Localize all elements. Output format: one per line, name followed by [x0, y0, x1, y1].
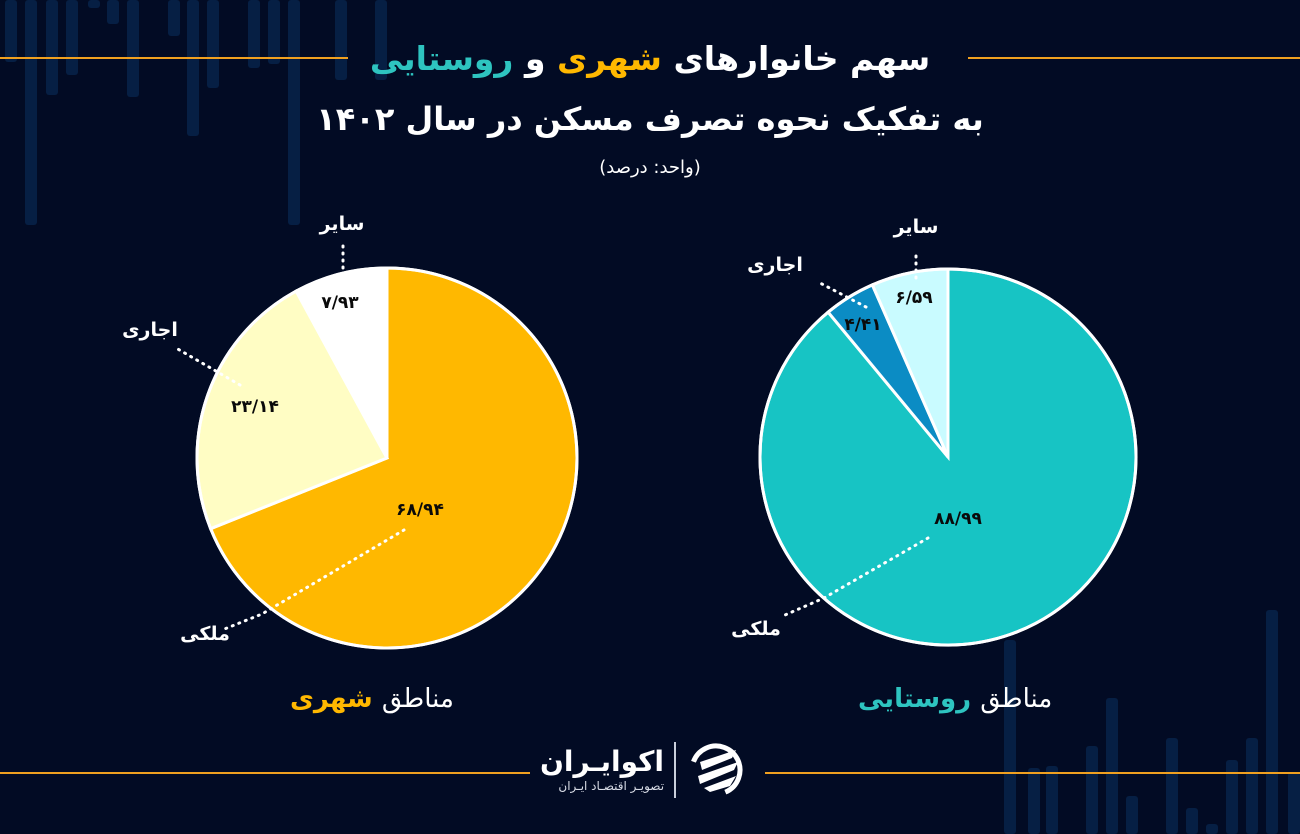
region-prefix-urban: مناطق: [381, 684, 454, 714]
logo-name: اکوایـران: [540, 745, 665, 778]
slice-value-label: ۶/۵۹: [895, 288, 933, 308]
logo-text: اکوایـران تصویـر اقتصـاد ایـران: [540, 746, 664, 794]
callout-leader-line: [818, 281, 868, 309]
region-title-rural: مناطق روستایی: [858, 684, 1052, 714]
title-rule-right: [968, 57, 1300, 59]
slice-value-label: ۷/۹۳: [321, 293, 359, 313]
category-callout-label: ملکی: [731, 618, 781, 640]
title-part1: سهم خانوارهای: [673, 38, 931, 78]
region-name-urban: شهری: [290, 684, 373, 714]
title-rule-left: [0, 57, 348, 59]
category-callout-label: اجاری: [122, 319, 178, 341]
region-title-urban: مناطق شهری: [290, 684, 454, 714]
slice-value-label: ۴/۴۱: [844, 315, 881, 335]
region-name-rural: روستایی: [858, 684, 972, 714]
category-callout-label: ملکی: [180, 623, 230, 645]
pie-outline: [195, 266, 579, 650]
logo-mark-icon: [689, 743, 743, 797]
footer-rule-left: [0, 772, 530, 774]
pie-chart-rural: ۸۸/۹۹ ۴/۴۱ ۶/۵۹ ملکی اجاری سایر: [731, 216, 1138, 647]
category-callout-label: اجاری: [747, 254, 803, 276]
region-prefix-rural: مناطق: [980, 684, 1053, 714]
title-connector: و: [524, 38, 546, 78]
slice-value-label: ۶۸/۹۴: [396, 500, 444, 520]
ecoiran-logo: اکوایـران تصویـر اقتصـاد ایـران: [540, 738, 770, 802]
pie-outline: [758, 267, 1138, 647]
callout-leader-line: [220, 528, 406, 632]
logo-separator: [674, 742, 677, 798]
logo-tagline: تصویـر اقتصـاد ایـران: [558, 779, 665, 793]
callout-leader-line: [783, 536, 930, 617]
category-callout-label: سایر: [893, 216, 939, 238]
chart-title: سهم خانوارهای شهری و روستایی: [0, 30, 1300, 86]
callout-leader-line: [174, 346, 242, 387]
title-urban: شهری: [556, 38, 662, 78]
category-callout-label: سایر: [319, 213, 365, 235]
title-rural: روستایی: [369, 38, 514, 78]
chart-subtitle: به تفکیک نحوه تصرف مسکن در سال ۱۴۰۲: [316, 100, 984, 138]
footer-rule-right: [765, 772, 1300, 774]
slice-value-label: ۸۸/۹۹: [934, 509, 982, 529]
pie-chart-urban: ۶۸/۹۴ ۲۳/۱۴ ۷/۹۳ ملکی اجاری سایر: [122, 213, 579, 650]
unit-label: (واحد: درصد): [599, 157, 701, 178]
slice-value-label: ۲۳/۱۴: [231, 397, 279, 417]
